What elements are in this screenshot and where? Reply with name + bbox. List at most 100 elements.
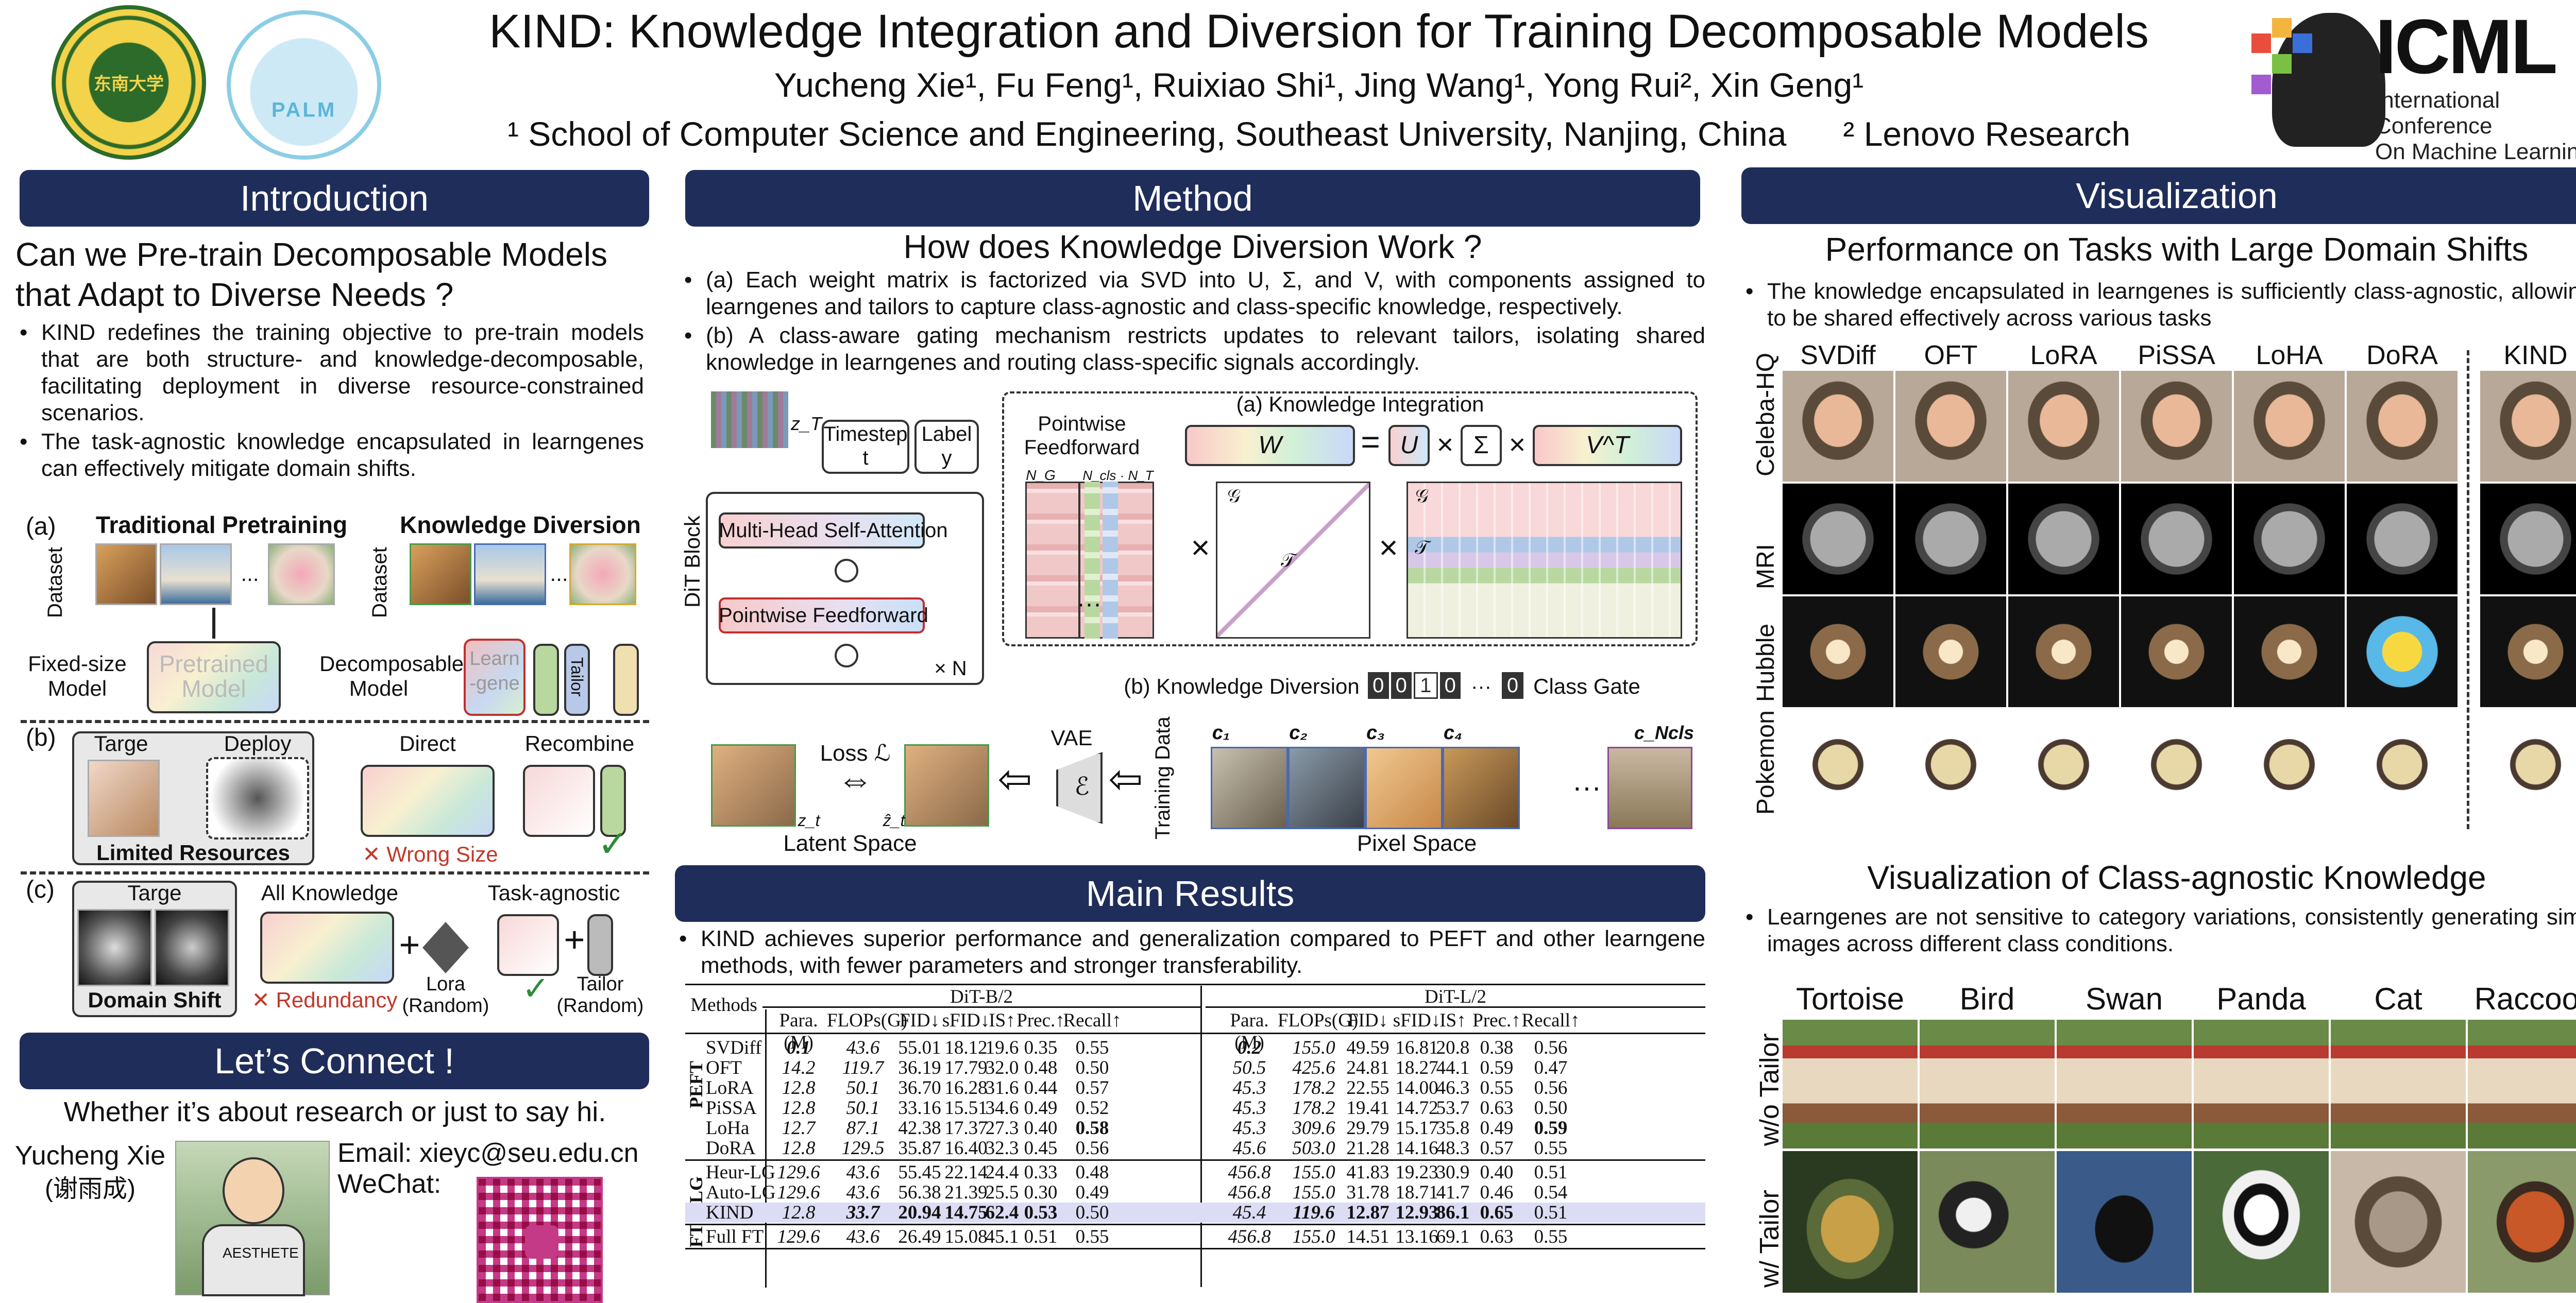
table-cell: 45.3 <box>1232 1077 1266 1099</box>
paper-title: KIND: Knowledge Integration and Diversio… <box>489 5 2149 58</box>
class-label: c₁ <box>1212 722 1230 744</box>
table-method-cell: Heur-LG <box>706 1162 775 1183</box>
table-row: SVDiff 0.1 43.6 55.01 18.12 19.6 0.35 0.55 0.2 15… <box>685 1038 1705 1058</box>
table-cell: 45.4 <box>1232 1202 1266 1223</box>
table-cell: 13.16 <box>1395 1226 1438 1247</box>
viz-method-label: PiSSA <box>2138 340 2215 370</box>
table-cell: 20.94 <box>898 1202 941 1223</box>
ng-label: N_G <box>1026 467 1056 483</box>
table-column-header: Prec.↑ <box>1016 1010 1065 1031</box>
class-gate-label: Class Gate <box>1533 674 1640 698</box>
viz-sample-image <box>2480 371 2576 482</box>
table-cell: 42.38 <box>898 1118 941 1139</box>
latent-reconstruction <box>904 744 989 827</box>
table-rule <box>685 1248 1705 1249</box>
times-icon: × <box>1509 428 1526 460</box>
viz-row-label: Pokemon <box>1752 710 1780 815</box>
table-cell: 0.44 <box>1024 1077 1058 1099</box>
table-cell: 0.48 <box>1075 1162 1109 1183</box>
wo-tailor-image <box>1920 1020 2055 1148</box>
viz-sample-image <box>2234 596 2345 707</box>
targe-label: Targe <box>94 731 148 756</box>
intro-bullets: KIND redefines the training objective to… <box>15 319 644 484</box>
knowledge-integration-title: (a) Knowledge Integration <box>1236 392 1484 416</box>
table-cell: 27.3 <box>985 1118 1019 1139</box>
table-cell: 0.56 <box>1075 1138 1109 1159</box>
wo-tailor-row-label: w/o Tailor <box>1755 1033 1785 1146</box>
table-cell: 18.27 <box>1395 1057 1438 1078</box>
knowledge-diversion-title: (b) Knowledge Diversion <box>1124 674 1360 698</box>
viz-method-label: SVDiff <box>1800 340 1876 370</box>
table-column-header: FLOPs(G) <box>1278 1010 1359 1031</box>
class-label: Panda <box>2216 982 2306 1016</box>
table-cell: 0.57 <box>1480 1138 1514 1159</box>
table-column-header: Para.(M) <box>779 1010 818 1053</box>
class-label: c₃ <box>1366 722 1385 744</box>
loss-label: Loss ℒ <box>820 741 891 766</box>
table-cell: 119.6 <box>1293 1202 1335 1223</box>
targe-label: Targe <box>127 881 182 905</box>
section-main-results: Main Results <box>675 865 1705 922</box>
table-cell: 0.47 <box>1534 1057 1568 1078</box>
pff-box <box>719 597 925 633</box>
bird-training-image <box>1288 747 1365 829</box>
table-method-cell: LoHa <box>706 1118 750 1139</box>
panel-a-label: (a) <box>26 513 56 540</box>
table-group-header: DiT-B/2 <box>950 986 1013 1007</box>
G-label: 𝒢 <box>1227 485 1241 506</box>
gate-bit-last: 0 <box>1502 672 1523 699</box>
table-cell: 62.4 <box>985 1202 1019 1223</box>
table-cell: 155.0 <box>1292 1226 1335 1247</box>
table-cell: 0.59 <box>1534 1118 1568 1139</box>
recombine-tailor-box <box>600 765 626 837</box>
table-cell: 14.2 <box>782 1057 816 1078</box>
viz-sample-image <box>2121 709 2232 820</box>
table-row: LoRA 12.8 50.1 36.70 16.28 31.6 0.44 0.57 45.3 17… <box>685 1078 1705 1098</box>
dog-thumbnail <box>95 543 157 605</box>
table-cell: 14.75 <box>944 1202 988 1223</box>
table-cell: 18.71 <box>1395 1182 1438 1203</box>
viz-method-label: DoRA <box>2366 340 2438 370</box>
table-method-cell: OFT <box>706 1057 742 1078</box>
table-row: LoHa 12.7 87.1 42.38 17.37 27.3 0.40 0.58 45.3 30… <box>685 1118 1705 1138</box>
w-tailor-image <box>2057 1151 2192 1293</box>
table-cell: 14.00 <box>1395 1077 1438 1099</box>
latent-image <box>711 744 796 827</box>
viz-sample-image <box>2234 709 2345 820</box>
table-cell: 69.1 <box>1436 1226 1470 1247</box>
table-cell: 16.81 <box>1395 1037 1438 1058</box>
table-cell: 24.4 <box>985 1162 1019 1183</box>
tailor-random-box <box>587 914 613 976</box>
weight-W-box <box>1185 425 1355 466</box>
table-cell: 43.6 <box>846 1182 880 1203</box>
ellipsis: ··· <box>1471 675 1492 698</box>
sigma-label: Σ <box>1473 432 1489 459</box>
wrong-size-label: ✕ Wrong Size <box>362 842 498 866</box>
table-method-cell: Full FT <box>706 1226 764 1247</box>
table-cell: 22.55 <box>1346 1077 1389 1099</box>
timestep-label: Timestep t <box>823 423 908 469</box>
tailor-column <box>1084 482 1100 639</box>
table-cell: 12.8 <box>782 1202 816 1223</box>
table-cell: 33.7 <box>846 1202 880 1223</box>
VT-label: V^T <box>1586 432 1629 459</box>
table-cell: 0.50 <box>1534 1098 1568 1119</box>
table-method-cell: Auto-LG <box>706 1182 776 1203</box>
table-group-label: LG <box>686 1176 706 1203</box>
contact-email[interactable]: Email: xieyc@seu.edu.cn <box>337 1138 639 1168</box>
table-cell: 35.87 <box>898 1138 941 1159</box>
table-cell: 53.7 <box>1436 1098 1470 1119</box>
table-cell: 32.3 <box>985 1138 1019 1159</box>
affiliations: ¹ School of Computer Science and Enginee… <box>402 111 2236 157</box>
table-row: PiSSA 12.8 50.1 33.16 15.51 34.6 0.49 0.52 45.3 1… <box>685 1098 1705 1118</box>
table-cell: 14.51 <box>1346 1226 1389 1247</box>
tailor-label: Tailor <box>568 657 586 697</box>
viz-sample-image <box>1895 484 2006 594</box>
table-divider <box>1200 986 1202 1287</box>
table-cell: 19.6 <box>985 1037 1019 1058</box>
wechat-qr-code[interactable] <box>477 1177 603 1303</box>
table-cell: 0.49 <box>1024 1098 1058 1119</box>
zt-label: z_t <box>798 811 820 830</box>
table-cell: 0.51 <box>1024 1226 1058 1247</box>
method-bullet: (b) A class-aware gating mechanism restr… <box>680 322 1705 376</box>
